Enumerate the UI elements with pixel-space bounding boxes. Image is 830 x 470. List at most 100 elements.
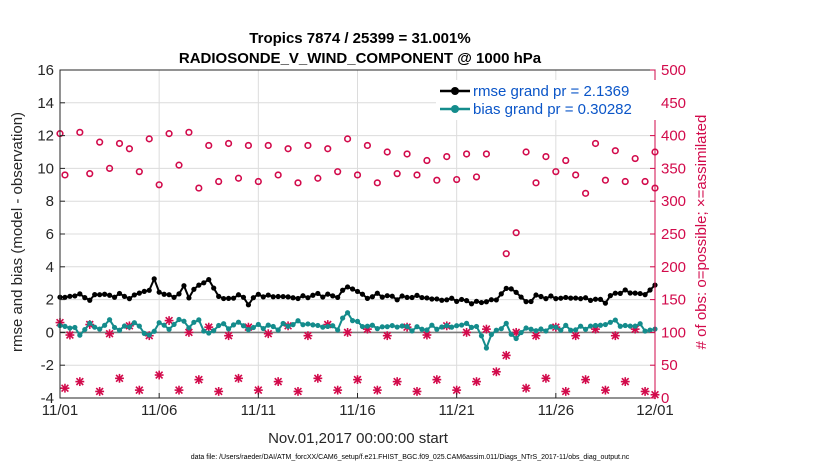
assimilated-obs-marker — [293, 387, 303, 396]
rmse-point — [483, 299, 490, 305]
bias-point — [468, 324, 475, 330]
bias-point — [439, 324, 445, 330]
rmse-point — [67, 293, 73, 299]
bias-point — [151, 328, 157, 334]
bias-point — [72, 324, 78, 331]
rmse-point — [201, 280, 207, 286]
bias-point — [627, 323, 633, 329]
rmse-point — [82, 295, 88, 301]
rmse-point — [310, 292, 316, 298]
rmse-point — [176, 291, 182, 297]
rmse-point — [449, 295, 455, 301]
x-tick-label: 11/16 — [339, 402, 375, 419]
bias-point — [171, 321, 177, 328]
chart-title-line1: Tropics 7874 / 25399 = 31.001% — [249, 30, 470, 47]
bias-point — [354, 318, 361, 324]
x-tick-label: 11/21 — [438, 402, 474, 419]
assimilated-obs-marker — [581, 375, 591, 385]
y-axis-left-ticks: -4 -2 0 2 4 6 8 10 12 14 16 — [37, 62, 65, 407]
rmse-point — [498, 291, 504, 297]
bias-point — [379, 324, 385, 330]
bias-point — [394, 324, 400, 330]
bias-point — [493, 327, 499, 333]
assimilated-obs-marker — [313, 373, 323, 383]
bias-point — [429, 322, 435, 328]
rmse-point — [116, 290, 123, 297]
bias-point — [191, 319, 197, 325]
assimilated-obs-marker — [263, 329, 273, 339]
bias-point — [305, 321, 311, 327]
assimilated-obs-marker — [392, 377, 402, 387]
bias-point — [563, 322, 569, 328]
bias-point — [508, 331, 514, 337]
bias-point — [255, 321, 261, 328]
bias-point — [587, 323, 594, 329]
assimilated-obs-marker — [164, 316, 174, 326]
bias-point — [612, 317, 618, 323]
possible-obs-marker — [155, 181, 163, 189]
legend-bias-label: bias grand pr = 0.30282 — [473, 101, 632, 118]
rmse-point — [568, 295, 574, 301]
y-left-tick-label: 10 — [37, 160, 54, 177]
possible-obs-marker — [462, 150, 471, 158]
rmse-point — [409, 294, 415, 301]
rmse-point — [126, 296, 133, 302]
possible-obs-marker — [562, 156, 570, 165]
assimilated-obs-marker — [561, 387, 571, 396]
possible-obs-marker — [572, 171, 580, 179]
bias-point — [632, 323, 638, 329]
bias-point — [235, 319, 242, 325]
x-tick-label: 11/11 — [241, 402, 276, 419]
x-tick-label: 11/06 — [141, 402, 177, 419]
y-left-tick-label: -2 — [41, 357, 54, 374]
y-right-tick-label: 50 — [661, 357, 678, 374]
possible-obs-marker — [482, 150, 491, 158]
rmse-point — [305, 295, 311, 301]
bias-point — [270, 323, 276, 330]
assimilated-obs-marker — [204, 322, 214, 332]
rmse-point — [394, 297, 400, 303]
assimilated-obs-marker — [224, 331, 234, 341]
bias-point — [498, 326, 504, 332]
rmse-point — [627, 290, 633, 296]
assimilated-obs-marker — [432, 375, 442, 385]
bias-point — [533, 328, 539, 334]
rmse-point — [434, 296, 440, 302]
bias-point — [597, 322, 604, 328]
bias-point — [528, 326, 534, 332]
possible-obs-marker — [224, 139, 233, 148]
bias-point — [216, 322, 222, 329]
rmse-point — [592, 296, 599, 302]
assimilated-obs-marker — [481, 324, 491, 334]
y-right-tick-label: 300 — [661, 193, 686, 210]
rmse-point — [573, 295, 579, 301]
rmse-point — [488, 297, 494, 303]
possible-obs-marker — [532, 179, 540, 187]
bias-point — [340, 315, 346, 321]
rmse-point — [513, 289, 519, 295]
rmse-point — [102, 291, 108, 297]
y-right-tick-label: 150 — [661, 292, 686, 309]
y-left-tick-label: 8 — [46, 193, 54, 210]
y-right-tick-label: 400 — [661, 128, 686, 145]
rmse-point — [171, 294, 177, 300]
rmse-point — [344, 284, 351, 290]
rmse-point — [533, 292, 539, 298]
rmse-point — [280, 293, 286, 300]
assimilated-obs-marker — [303, 331, 313, 341]
rmse-point — [419, 294, 425, 301]
possible-obs-marker — [453, 175, 461, 184]
rmse-point — [578, 296, 584, 302]
bias-point — [473, 323, 480, 330]
rmse-point — [478, 299, 485, 306]
rmse-point — [216, 293, 222, 299]
y-left-tick-label: 0 — [46, 324, 54, 341]
chart-title-line2: RADIOSONDE_V_WIND_COMPONENT @ 1000 hPa — [179, 50, 542, 67]
bias-point — [136, 323, 142, 329]
bias-point — [97, 326, 103, 332]
bias-point — [166, 326, 172, 332]
rmse-point — [429, 296, 435, 302]
assimilated-obs-marker — [640, 387, 650, 396]
possible-obs-marker — [373, 179, 381, 187]
